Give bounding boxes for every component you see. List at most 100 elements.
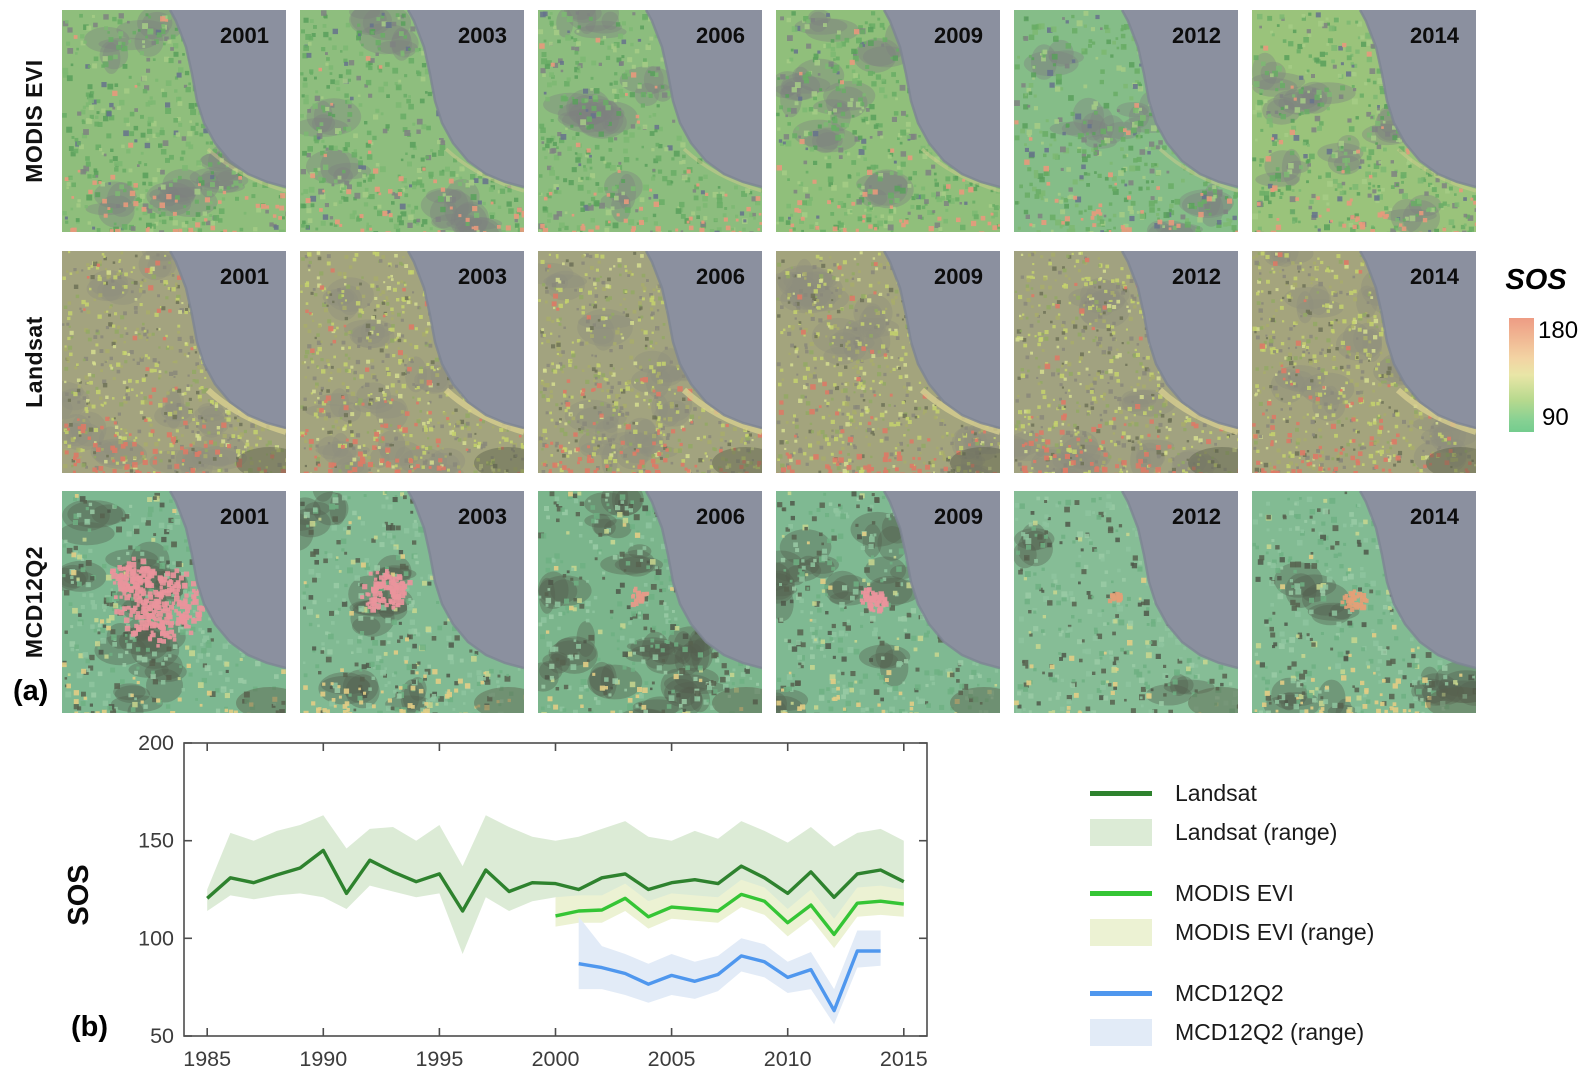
- map-image-modis-evi-2014: 2014: [1252, 10, 1476, 232]
- map-image-mcd12q2-2009: 2009: [776, 491, 1000, 713]
- map-tile-mcd12q2-2009: 2009: [776, 491, 1000, 713]
- map-year-label: 2006: [696, 23, 745, 48]
- chart-legend: Landsat Landsat (range) MODIS EVI MODIS EVI…: [1090, 774, 1374, 1052]
- map-tile-landsat-2006: 2006: [538, 251, 762, 473]
- line-mcd12q2: [578, 949, 881, 1013]
- map-row-mcd12q2: 2001 2003 2006 2009 2012 2014: [62, 491, 1476, 713]
- map-image-landsat-2001: 2001: [62, 251, 286, 473]
- legend-item-mcd12q2-range-: MCD12Q2 (range): [1090, 1013, 1374, 1052]
- map-tile-modis-evi-2012: 2012: [1014, 10, 1238, 232]
- colorbar-title: SOS: [1505, 264, 1567, 296]
- y-tick-label: 200: [138, 731, 174, 755]
- map-image-modis-evi-2001: 2001: [62, 10, 286, 232]
- map-year-label: 2014: [1410, 23, 1460, 48]
- x-tick-label: 2000: [532, 1047, 580, 1071]
- row-label-landsat: Landsat: [20, 316, 47, 408]
- map-image-landsat-2014: 2014: [1252, 251, 1476, 473]
- legend-line-swatch: [1090, 791, 1152, 796]
- map-year-label: 2006: [696, 504, 745, 529]
- map-tile-landsat-2001: 2001: [62, 251, 286, 473]
- legend-item-label: MCD12Q2: [1175, 980, 1284, 1006]
- legend-item-landsat: Landsat: [1090, 774, 1374, 813]
- map-tile-landsat-2012: 2012: [1014, 251, 1238, 473]
- colorbar-max-label: 180: [1538, 317, 1579, 344]
- map-image-modis-evi-2006: 2006: [538, 10, 762, 232]
- x-tick-label: 2005: [648, 1047, 696, 1071]
- map-year-label: 2003: [458, 264, 507, 289]
- x-tick-label: 2015: [880, 1047, 928, 1071]
- sos-timeseries-chart: 1985 1990 1995 2000 2005 2010 2015 50 100 150 200 S…: [63, 731, 928, 1071]
- legend-item-label: MCD12Q2 (range): [1175, 1019, 1365, 1045]
- x-tick-label: 1990: [299, 1047, 347, 1071]
- map-image-landsat-2012: 2012: [1014, 251, 1238, 473]
- map-image-mcd12q2-2006: 2006: [538, 491, 762, 713]
- map-image-mcd12q2-2003: 2003: [300, 491, 524, 713]
- map-year-label: 2009: [934, 264, 983, 289]
- x-tick-label: 1995: [415, 1047, 463, 1071]
- y-tick-label: 150: [138, 829, 174, 853]
- map-year-label: 2012: [1172, 23, 1221, 48]
- map-tile-mcd12q2-2012: 2012: [1014, 491, 1238, 713]
- map-row-modis-evi: 2001 2003 2006 2009 2012 2014: [62, 10, 1476, 232]
- map-tile-modis-evi-2006: 2006: [538, 10, 762, 232]
- map-image-landsat-2006: 2006: [538, 251, 762, 473]
- map-tile-modis-evi-2001: 2001: [62, 10, 286, 232]
- line-landsat: [206, 848, 905, 913]
- map-year-label: 2014: [1410, 504, 1460, 529]
- colorbar-min-label: 90: [1542, 404, 1569, 431]
- y-tick-label: 100: [138, 926, 174, 950]
- legend-item-landsat-range-: Landsat (range): [1090, 813, 1374, 852]
- x-tick-label: 1985: [183, 1047, 231, 1071]
- map-image-landsat-2009: 2009: [776, 251, 1000, 473]
- map-tile-mcd12q2-2003: 2003: [300, 491, 524, 713]
- y-tick-label: 50: [150, 1024, 174, 1048]
- legend-fill-swatch: [1090, 919, 1152, 946]
- map-year-label: 2009: [934, 504, 983, 529]
- map-image-mcd12q2-2014: 2014: [1252, 491, 1476, 713]
- map-year-label: 2014: [1410, 264, 1460, 289]
- band-mcd12q2: [578, 916, 881, 1025]
- map-tile-mcd12q2-2001: 2001: [62, 491, 286, 713]
- map-year-label: 2001: [220, 23, 269, 48]
- band-modis-evi: [555, 879, 904, 949]
- legend-item-label: Landsat: [1175, 780, 1257, 806]
- map-image-modis-evi-2003: 2003: [300, 10, 524, 232]
- colorbar-gradient: [1509, 318, 1534, 432]
- line-modis-evi: [555, 892, 905, 937]
- map-tile-landsat-2003: 2003: [300, 251, 524, 473]
- map-row-landsat: 2001 2003 2006 2009 2012 2014: [62, 251, 1476, 473]
- legend-item-mcd12q2: MCD12Q2: [1090, 974, 1374, 1013]
- map-tile-mcd12q2-2006: 2006: [538, 491, 762, 713]
- map-tile-modis-evi-2003: 2003: [300, 10, 524, 232]
- map-image-mcd12q2-2012: 2012: [1014, 491, 1238, 713]
- legend-item-label: Landsat (range): [1175, 819, 1338, 845]
- x-tick-label: 2010: [764, 1047, 812, 1071]
- map-tile-landsat-2009: 2009: [776, 251, 1000, 473]
- legend-line-swatch: [1090, 891, 1152, 896]
- legend-fill-swatch: [1090, 1019, 1152, 1046]
- row-label-modis-evi: MODIS EVI: [20, 59, 47, 183]
- map-year-label: 2006: [696, 264, 745, 289]
- map-image-mcd12q2-2001: 2001: [62, 491, 286, 713]
- map-year-label: 2012: [1172, 504, 1221, 529]
- map-image-modis-evi-2012: 2012: [1014, 10, 1238, 232]
- map-image-modis-evi-2009: 2009: [776, 10, 1000, 232]
- legend-item-label: MODIS EVI (range): [1175, 919, 1375, 945]
- map-year-label: 2001: [220, 264, 269, 289]
- map-image-landsat-2003: 2003: [300, 251, 524, 473]
- map-year-label: 2001: [220, 504, 269, 529]
- legend-item-modis-evi-range-: MODIS EVI (range): [1090, 913, 1374, 952]
- map-year-label: 2009: [934, 23, 983, 48]
- map-tile-mcd12q2-2014: 2014: [1252, 491, 1476, 713]
- map-tile-modis-evi-2014: 2014: [1252, 10, 1476, 232]
- map-tile-landsat-2014: 2014: [1252, 251, 1476, 473]
- legend-fill-swatch: [1090, 819, 1152, 846]
- legend-item-modis-evi: MODIS EVI: [1090, 874, 1374, 913]
- map-tile-modis-evi-2009: 2009: [776, 10, 1000, 232]
- legend-line-swatch: [1090, 991, 1152, 996]
- map-year-label: 2003: [458, 23, 507, 48]
- map-year-label: 2003: [458, 504, 507, 529]
- y-axis-label: SOS: [63, 864, 95, 925]
- legend-item-label: MODIS EVI: [1175, 880, 1294, 906]
